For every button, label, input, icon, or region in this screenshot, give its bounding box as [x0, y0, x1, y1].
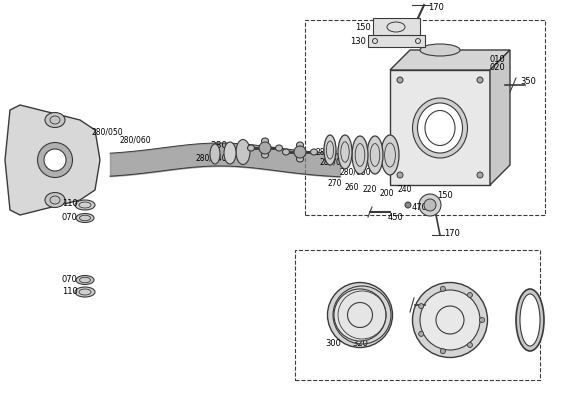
Text: 110: 110: [62, 286, 78, 296]
Text: 470: 470: [412, 204, 428, 212]
Ellipse shape: [520, 294, 540, 346]
Ellipse shape: [236, 140, 250, 164]
Polygon shape: [390, 70, 490, 185]
Ellipse shape: [480, 318, 485, 322]
Text: 300: 300: [325, 338, 341, 348]
Ellipse shape: [310, 149, 318, 155]
Ellipse shape: [477, 77, 483, 83]
Ellipse shape: [294, 146, 306, 158]
Ellipse shape: [297, 142, 304, 148]
Text: 240: 240: [398, 186, 412, 194]
Ellipse shape: [412, 282, 488, 358]
Ellipse shape: [417, 103, 462, 153]
Ellipse shape: [412, 98, 467, 158]
Ellipse shape: [75, 200, 95, 210]
Ellipse shape: [76, 214, 94, 222]
Ellipse shape: [397, 172, 403, 178]
Ellipse shape: [338, 135, 352, 169]
Ellipse shape: [210, 144, 220, 164]
Ellipse shape: [405, 202, 411, 208]
Text: 130: 130: [350, 38, 366, 46]
Ellipse shape: [75, 287, 95, 297]
Ellipse shape: [261, 138, 269, 144]
Ellipse shape: [261, 152, 269, 158]
Text: 280/030: 280/030: [340, 168, 371, 176]
Ellipse shape: [420, 44, 460, 56]
Ellipse shape: [440, 349, 445, 354]
Text: 170: 170: [428, 2, 444, 12]
Polygon shape: [5, 105, 100, 215]
Ellipse shape: [76, 276, 94, 284]
Ellipse shape: [45, 112, 65, 128]
Text: 110: 110: [62, 200, 78, 208]
Ellipse shape: [467, 342, 472, 348]
Ellipse shape: [224, 142, 236, 164]
Ellipse shape: [352, 136, 368, 174]
Ellipse shape: [397, 77, 403, 83]
Ellipse shape: [324, 135, 336, 165]
Ellipse shape: [44, 149, 66, 171]
Bar: [295, 250, 540, 380]
Text: 350: 350: [520, 78, 536, 86]
Ellipse shape: [419, 194, 441, 216]
Text: 150: 150: [355, 22, 371, 32]
Text: 070: 070: [62, 274, 78, 284]
Text: 280: 280: [210, 140, 227, 150]
Text: 220: 220: [363, 186, 378, 194]
Ellipse shape: [328, 282, 393, 348]
Text: 280/060: 280/060: [120, 136, 151, 144]
Ellipse shape: [38, 142, 72, 178]
Text: 280/050: 280/050: [92, 128, 123, 136]
Text: 320: 320: [352, 338, 368, 348]
Ellipse shape: [419, 304, 424, 309]
Text: 020: 020: [490, 64, 506, 72]
Polygon shape: [373, 18, 420, 35]
Text: 200: 200: [380, 188, 394, 198]
Text: 320: 320: [440, 340, 456, 350]
Text: 280/040: 280/040: [196, 154, 228, 162]
Text: 280/010: 280/010: [316, 148, 347, 156]
Ellipse shape: [440, 286, 445, 291]
Text: 270: 270: [328, 178, 343, 188]
Ellipse shape: [334, 289, 386, 341]
Bar: [305, 20, 545, 215]
Ellipse shape: [381, 135, 399, 175]
Ellipse shape: [283, 149, 289, 155]
Text: 010: 010: [490, 56, 506, 64]
Ellipse shape: [424, 199, 436, 211]
Ellipse shape: [297, 156, 304, 162]
Ellipse shape: [259, 142, 271, 154]
Ellipse shape: [420, 290, 480, 350]
Polygon shape: [368, 35, 425, 47]
Text: 170: 170: [444, 228, 460, 238]
Ellipse shape: [477, 172, 483, 178]
Ellipse shape: [45, 192, 65, 208]
Ellipse shape: [419, 331, 424, 336]
Ellipse shape: [516, 289, 544, 351]
Ellipse shape: [247, 145, 255, 151]
Polygon shape: [490, 50, 510, 185]
Text: 150: 150: [437, 190, 453, 200]
Text: 280/020: 280/020: [320, 158, 352, 166]
Text: 450: 450: [388, 212, 404, 222]
Text: 070: 070: [62, 212, 78, 222]
Polygon shape: [390, 50, 510, 70]
Text: 260: 260: [345, 182, 360, 192]
Ellipse shape: [467, 292, 472, 298]
Ellipse shape: [367, 136, 383, 174]
Ellipse shape: [275, 145, 283, 151]
